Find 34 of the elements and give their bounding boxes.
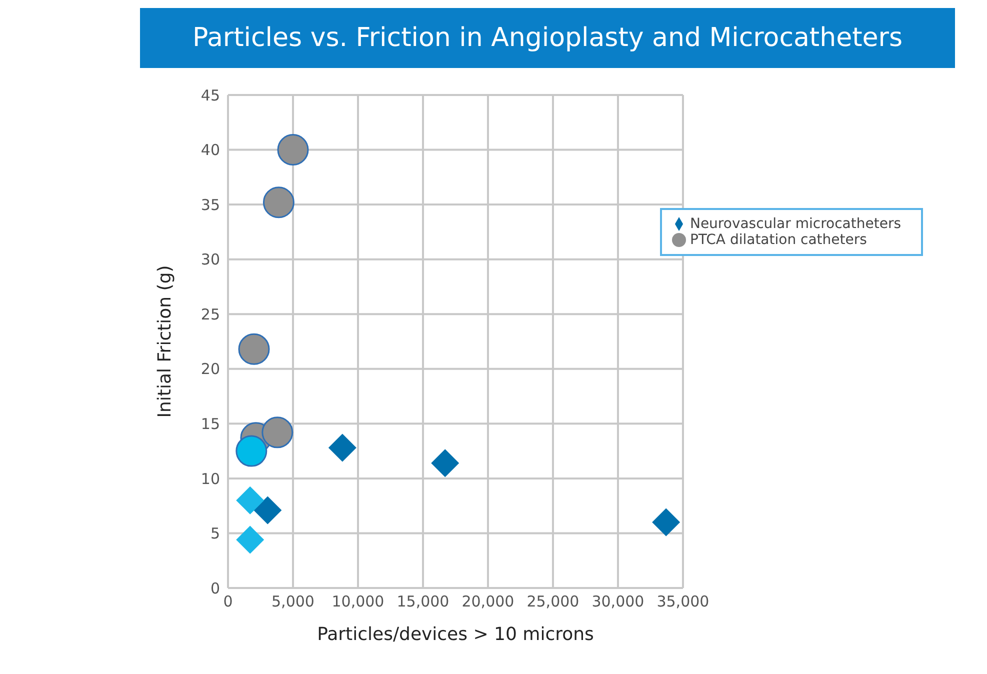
y-tick-label: 0 [210,579,220,598]
point [236,526,264,554]
point [254,496,282,524]
x-tick-label: 30,000 [592,592,644,611]
point [238,333,270,365]
legend-label: PTCA dilatation catheters [690,232,867,248]
legend-label: Neurovascular microcatheters [690,216,901,232]
y-tick-label: 45 [200,86,220,104]
point [431,449,460,478]
chart-title: Particles vs. Friction in Angioplasty and Microcatheters [140,8,955,68]
x-tick-label: 25,000 [526,592,580,611]
y-tick-label: 25 [200,305,220,324]
point [236,486,264,514]
point [262,186,294,218]
y-tick-label: 10 [200,470,220,488]
point [236,435,268,467]
y-tick-label: 5 [210,524,220,543]
x-tick-label: 15,000 [396,592,450,611]
x-tick-label: 20,000 [462,592,514,611]
y-axis-title: Initial Friction (g) [154,265,176,418]
y-tick-label: 30 [200,250,220,269]
y-tick-label: 40 [200,141,220,160]
x-tick-label: 35,000 [656,592,710,611]
x-tick-label: 5,000 [272,592,314,611]
y-tick-label: 35 [200,196,220,214]
x-axis-title: Particles/devices > 10 microns [317,624,594,645]
x-tick-label: 0 [223,592,233,611]
y-tick-label: 15 [200,414,220,433]
point [328,434,356,462]
y-tick-label: 20 [200,360,220,378]
point [652,508,680,536]
point [262,416,294,448]
point [277,134,309,166]
x-tick-label: 10,000 [332,592,384,611]
